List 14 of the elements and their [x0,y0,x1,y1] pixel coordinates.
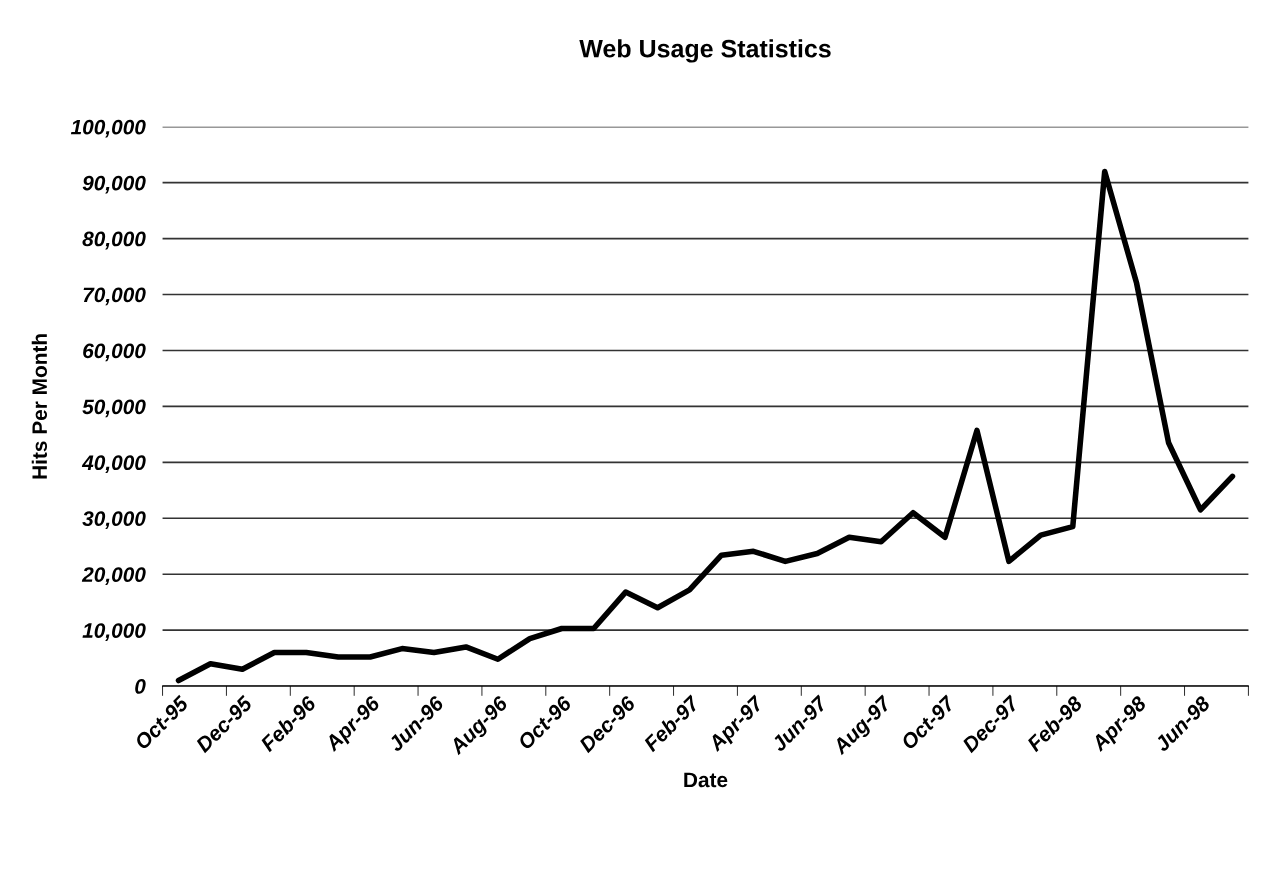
y-tick-label: 100,000 [70,119,146,138]
chart-title: Web Usage Statistics [579,39,831,63]
y-tick-label: 20,000 [81,567,146,585]
y-tick-label: 70,000 [83,287,146,306]
y-tick-label: 30,000 [82,511,146,530]
x-axis-title: Date [684,772,728,788]
y-tick-label: 60,000 [83,343,146,362]
y-axis-title: Hits Per Month [31,334,48,479]
y-tick-label: 40,000 [81,455,146,474]
y-tick-label: 80,000 [82,231,146,250]
y-tick-label: 90,000 [82,175,146,194]
y-tick-label: 0 [135,679,146,694]
y-tick-label: 50,000 [82,399,146,418]
y-tick-label: 10,000 [82,623,146,641]
